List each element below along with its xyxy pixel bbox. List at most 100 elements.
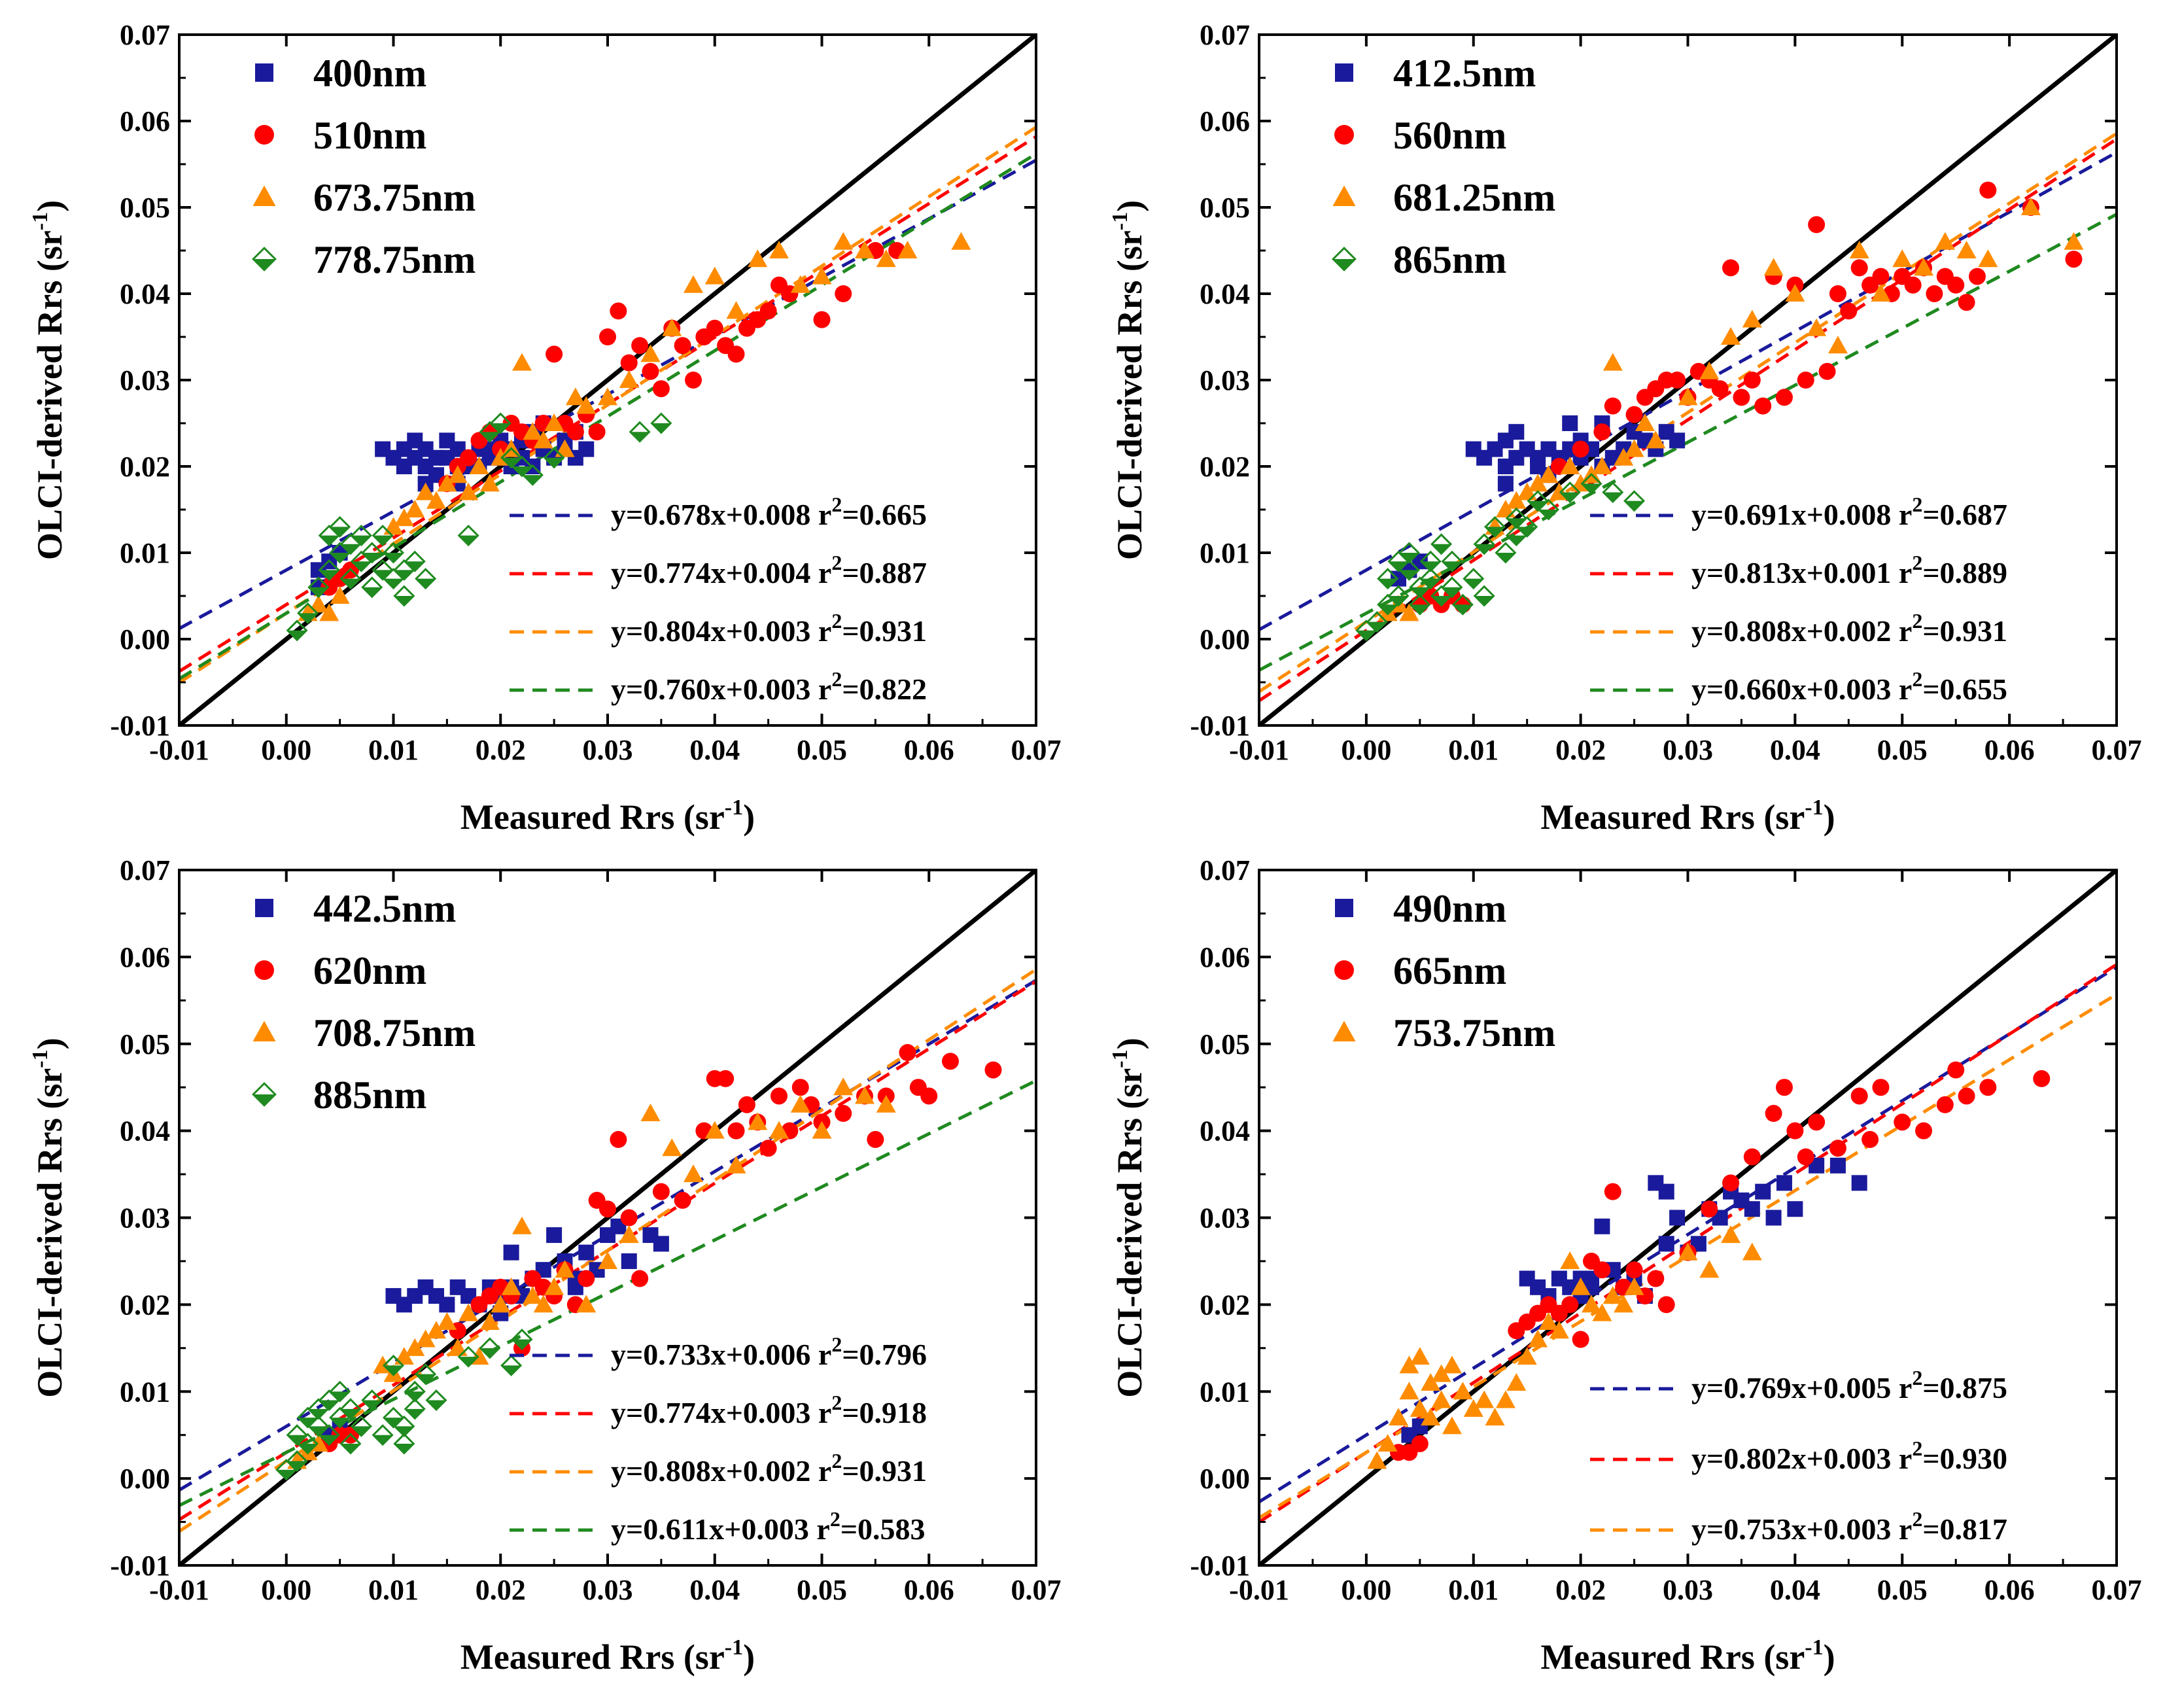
- x-tick-label: 0.06: [1984, 734, 2035, 766]
- data-point-4-28: [543, 447, 565, 469]
- data-point-2-37: [813, 311, 831, 328]
- data-point-3-21: [555, 439, 575, 457]
- data-point-3-30: [726, 301, 746, 319]
- data-point-3-22: [576, 1295, 597, 1313]
- x-axis-title-main: Measured Rrs (sr: [460, 797, 725, 837]
- data-point-2-24: [652, 380, 670, 398]
- data-point-3-18: [1495, 1390, 1516, 1408]
- y-tick-label: 0.00: [120, 1463, 170, 1495]
- data-point-2-31: [1850, 259, 1868, 277]
- data-point-3-24: [598, 387, 617, 406]
- y-tick-label: 0.00: [1200, 1463, 1250, 1495]
- data-point-4-20: [1473, 533, 1495, 555]
- data-point-1-18: [546, 1227, 563, 1244]
- x-axis-title: Measured Rrs (sr-1): [460, 795, 755, 837]
- legend-marker-2: [254, 960, 274, 980]
- data-point-3-28: [1602, 1286, 1623, 1304]
- data-point-3-24: [619, 1225, 639, 1244]
- x-axis-title: Measured Rrs (sr-1): [1540, 795, 1835, 837]
- y-tick-label: 0.00: [120, 623, 170, 655]
- data-point-4-11: [350, 525, 372, 547]
- data-point-3-28: [684, 275, 703, 293]
- data-point-3-29: [1871, 284, 1891, 302]
- fit-r2-value: =0.822: [842, 672, 927, 706]
- fit-r2-exponent: 2: [1912, 551, 1922, 574]
- legend-label-4: 778.75nm: [313, 238, 476, 281]
- data-point-3-33: [812, 1121, 832, 1139]
- data-point-2-6: [460, 449, 477, 466]
- data-point-3-5: [383, 517, 404, 535]
- x-tick-label: 0.07: [2092, 1574, 2142, 1606]
- fit-equation-2: y=0.813x+0.001 r2=0.889: [1691, 551, 2007, 589]
- data-point-2-28: [1818, 362, 1836, 380]
- data-point-2-42: [1968, 268, 1986, 285]
- x-axis-title-main: Measured Rrs (sr: [1540, 797, 1805, 837]
- data-point-2-33: [1915, 1122, 1933, 1140]
- y-axis-title: OLCI-derived Rrs (sr-1): [1108, 200, 1149, 560]
- data-point-3-4: [330, 586, 350, 604]
- x-tick-label: 0.00: [261, 734, 311, 766]
- y-tick-label: 0.07: [1200, 19, 1250, 51]
- x-tick-label: 0.06: [904, 1574, 954, 1606]
- y-tick-label: 0.03: [120, 1202, 170, 1234]
- data-point-1-27: [1776, 1175, 1792, 1191]
- data-point-2-20: [1701, 1200, 1718, 1218]
- data-point-3-29: [704, 266, 725, 285]
- y-tick-label: 0.06: [1200, 105, 1250, 137]
- y-axis-title-exp: -1: [1108, 1049, 1132, 1068]
- legend-marker-1: [1335, 899, 1353, 917]
- series-4: [275, 1329, 533, 1481]
- y-axis-title-main: OLCI-derived Rrs (sr: [30, 230, 69, 560]
- fit-r2-value: =0.875: [1922, 1371, 2007, 1404]
- fit-r2-value: =0.665: [842, 498, 927, 531]
- data-point-3-10: [437, 1312, 457, 1330]
- fit-equation-3: y=0.753x+0.003 r2=0.817: [1691, 1507, 2007, 1546]
- data-point-2-26: [727, 1122, 745, 1140]
- x-axis-title-exp: -1: [725, 1635, 743, 1660]
- data-point-3-7: [405, 1338, 425, 1356]
- data-point-3-8: [415, 1329, 436, 1348]
- data-point-2-21: [652, 1183, 670, 1200]
- data-point-4-18: [1463, 568, 1485, 590]
- data-point-2-38: [1926, 285, 1943, 302]
- data-point-2-34: [1936, 1096, 1954, 1113]
- data-point-2-41: [1958, 294, 1975, 311]
- data-point-2-17: [599, 1200, 616, 1218]
- series-4: [1355, 472, 1646, 642]
- fit-equation-text: y=0.733x+0.006 r: [611, 1338, 831, 1371]
- data-point-3-3: [1399, 603, 1419, 621]
- y-tick-label: -0.01: [1190, 1550, 1250, 1582]
- y-axis-title-exp: -1: [28, 212, 52, 230]
- y-axis-title-main: OLCI-derived Rrs (sr: [1110, 1068, 1149, 1398]
- data-point-1-32: [1658, 1183, 1674, 1200]
- data-point-3-12: [1442, 1355, 1462, 1374]
- x-axis-title-close: ): [743, 797, 755, 837]
- data-point-2-20: [631, 1270, 649, 1287]
- x-tick-label: 0.05: [797, 734, 847, 766]
- data-point-3-32: [790, 1094, 810, 1113]
- data-point-4-20: [393, 1433, 415, 1455]
- fit-r2-value: =0.887: [842, 556, 927, 589]
- data-point-2-40: [1947, 276, 1965, 294]
- data-point-3-26: [1807, 318, 1827, 336]
- data-point-4-30: [1602, 481, 1624, 504]
- fit-r2-value: =0.796: [842, 1338, 927, 1371]
- y-tick-label: 0.00: [1200, 623, 1250, 655]
- fit-r2-exponent: 2: [831, 493, 842, 516]
- fit-line-4: [179, 1079, 1036, 1507]
- data-point-2-18: [610, 1130, 627, 1148]
- y-axis-title-close: ): [1110, 200, 1149, 212]
- legend-label-2: 665nm: [1393, 949, 1506, 992]
- x-tick-label: 0.07: [1011, 1574, 1062, 1606]
- data-point-3-20: [1678, 387, 1698, 406]
- x-tick-label: 0.03: [583, 1574, 633, 1606]
- data-point-4-16: [1441, 550, 1463, 572]
- fit-r2-exponent: 2: [830, 1507, 840, 1531]
- data-point-1-30: [1669, 432, 1686, 449]
- x-tick-label: 0.01: [368, 734, 419, 766]
- data-point-3-10: [1431, 1364, 1451, 1382]
- data-point-3-16: [1474, 1390, 1495, 1408]
